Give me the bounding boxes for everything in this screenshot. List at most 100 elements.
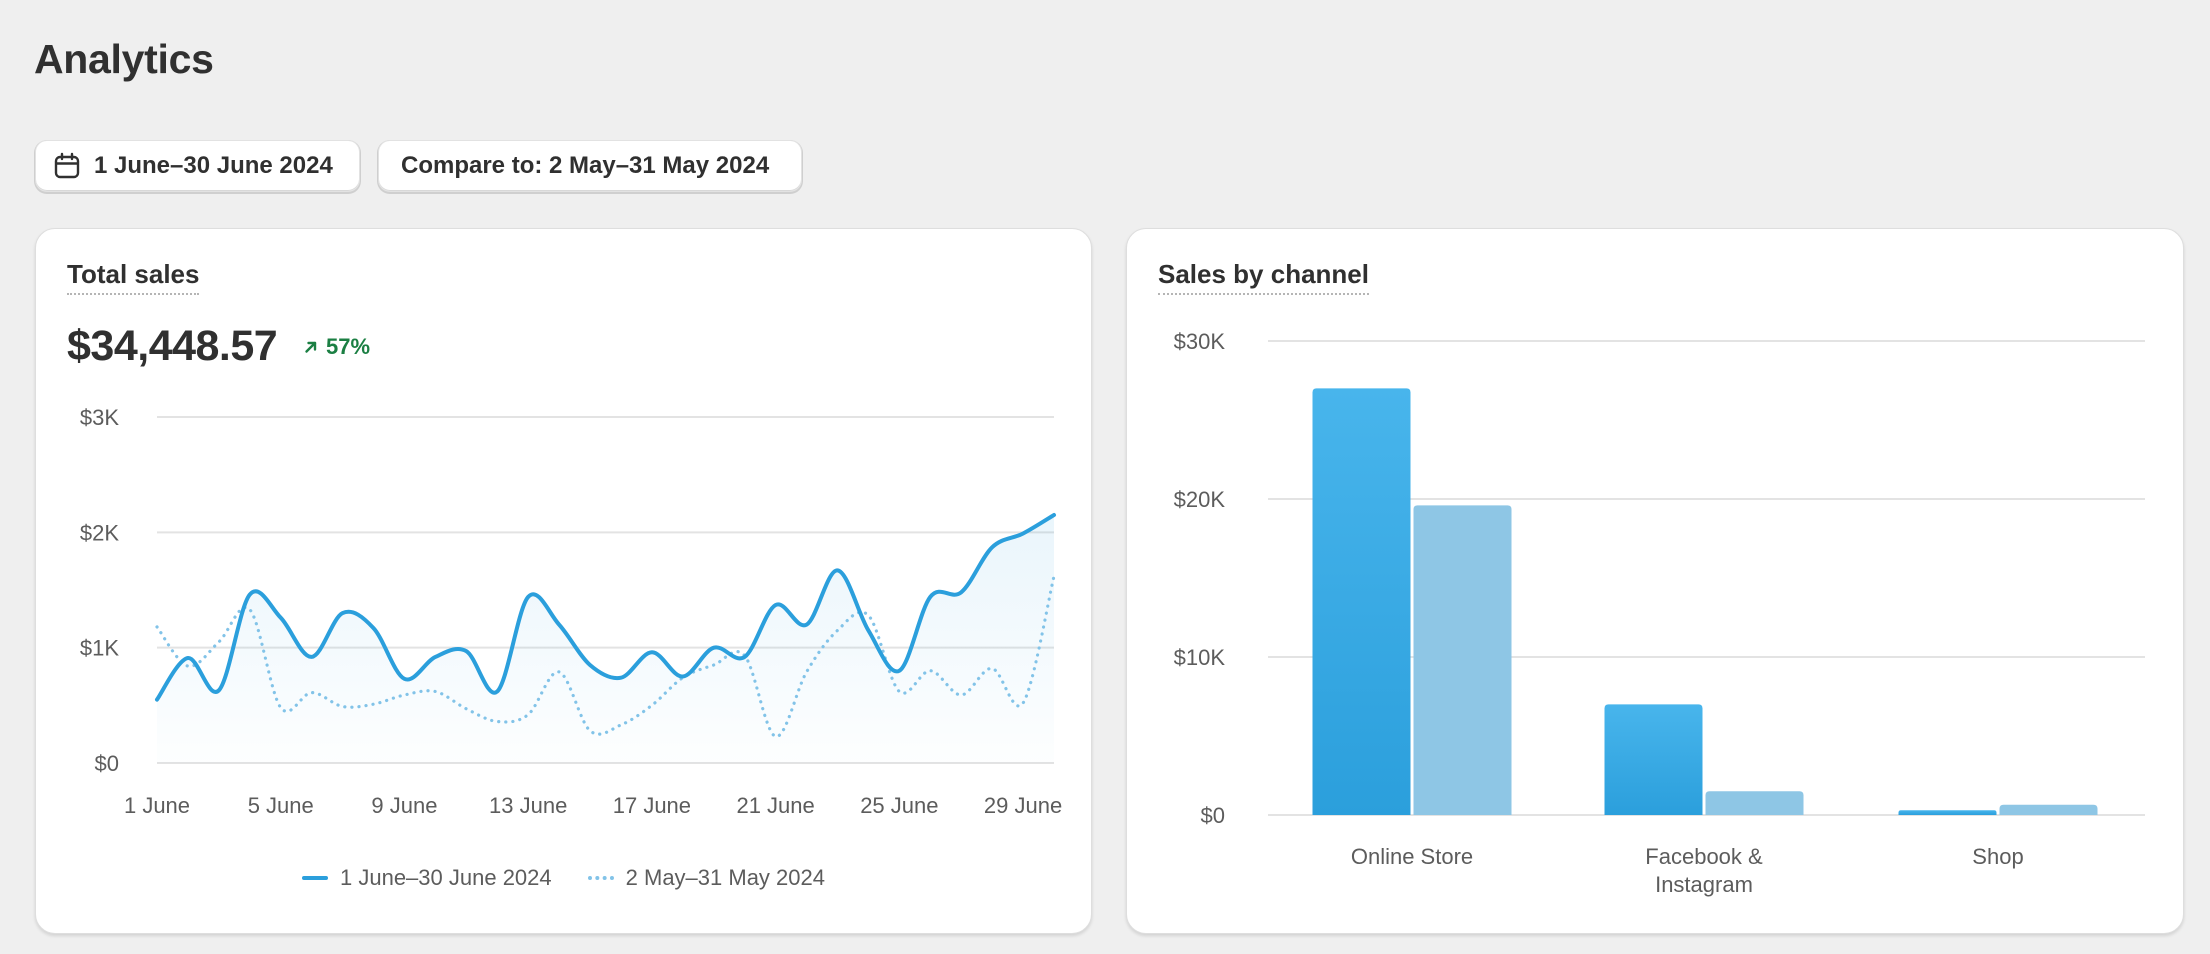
previous-period-point — [337, 700, 349, 712]
sales-by-channel-title[interactable]: Sales by channel — [1158, 259, 1369, 295]
current-period-point — [708, 642, 720, 654]
sales-change-indicator: 57% — [304, 334, 370, 360]
current-period-point — [306, 651, 318, 663]
sales-change-percent: 57% — [326, 334, 371, 359]
x-tick-label: 17 June — [613, 793, 691, 818]
current-series-area — [157, 515, 1054, 763]
x-tick-label: 13 June — [489, 793, 567, 818]
y-tick-label: $30K — [1174, 329, 1226, 354]
previous-period-point — [275, 702, 287, 714]
previous-period-point — [801, 666, 813, 678]
previous-period-point — [368, 698, 380, 710]
y-tick-label: $1K — [80, 636, 119, 661]
current-period-point — [646, 646, 658, 658]
x-tick-label: 5 June — [248, 793, 314, 818]
x-category-label: Instagram — [1655, 872, 1753, 897]
previous-period-point — [1048, 570, 1060, 582]
y-tick-label: $20K — [1174, 487, 1226, 512]
x-tick-label: 9 June — [371, 793, 437, 818]
previous-period-point — [151, 621, 163, 633]
bar-current-period — [1604, 704, 1703, 815]
legend-item-previous[interactable]: 2 May–31 May 2024 — [587, 865, 825, 891]
current-period-point — [862, 624, 874, 636]
previous-period-point — [986, 662, 998, 674]
bar-current-period — [1312, 388, 1411, 815]
previous-period-point — [182, 660, 194, 672]
legend-swatch-previous — [587, 876, 614, 880]
current-period-point — [924, 591, 936, 603]
bar-previous-period — [1999, 804, 2098, 815]
previous-period-point — [244, 604, 256, 616]
compare-period-button[interactable]: Compare to: 2 May–31 May 2024 — [378, 140, 802, 192]
previous-period-point — [924, 665, 936, 677]
bar-current-period — [1898, 810, 1997, 815]
total-sales-line-chart: $0 $1K $2K $3K 1 June 5 June 9 June 13 June 17 J… — [80, 405, 1062, 818]
current-period-point — [893, 665, 905, 677]
current-period-point — [368, 622, 380, 634]
current-period-point — [398, 673, 410, 685]
sales-by-channel-card: Sales by channel $0 $10K $20K $30K Online St… — [1126, 228, 2184, 934]
current-period-point — [429, 651, 441, 663]
y-tick-label: $2K — [80, 520, 119, 545]
current-period-point — [1048, 509, 1060, 521]
page-title: Analytics — [34, 36, 214, 82]
previous-period-point — [584, 725, 596, 737]
date-range-label: 1 June–30 June 2024 — [94, 152, 333, 179]
previous-period-point — [460, 703, 472, 715]
current-period-point — [801, 619, 813, 631]
previous-period-line — [155, 574, 1056, 739]
current-period-point — [584, 659, 596, 671]
current-period-point — [986, 541, 998, 553]
current-period-point — [553, 619, 565, 631]
previous-period-point — [708, 659, 720, 671]
bar-previous-period — [1705, 791, 1804, 815]
current-period-point — [244, 589, 256, 601]
date-range-picker-button[interactable]: 1 June–30 June 2024 — [35, 140, 360, 192]
compare-period-label: Compare to: 2 May–31 May 2024 — [401, 152, 770, 179]
total-sales-title[interactable]: Total sales — [67, 259, 200, 295]
y-tick-label: $10K — [1174, 645, 1226, 670]
x-tick-label: 21 June — [736, 793, 814, 818]
current-period-line — [155, 513, 1056, 702]
x-tick-label: 25 June — [860, 793, 938, 818]
legend-item-current[interactable]: 1 June–30 June 2024 — [302, 865, 552, 891]
current-period-point — [151, 694, 163, 706]
previous-period-point — [862, 609, 874, 621]
previous-period-point — [522, 709, 534, 721]
previous-period-point — [893, 685, 905, 697]
current-period-point — [1017, 527, 1029, 539]
legend-swatch-current — [302, 876, 328, 880]
previous-period-point — [770, 730, 782, 742]
current-period-point — [831, 564, 843, 576]
x-tick-label: 29 June — [984, 793, 1062, 818]
previous-period-point — [491, 715, 503, 727]
current-period-point — [770, 599, 782, 611]
previous-period-point — [615, 719, 627, 731]
calendar-icon — [52, 151, 82, 181]
legend-label-previous: 2 May–31 May 2024 — [625, 865, 825, 890]
previous-period-point — [831, 624, 843, 636]
previous-period-point — [213, 636, 225, 648]
x-tick-label: 1 June — [124, 793, 190, 818]
current-period-point — [337, 607, 349, 619]
x-category-label: Shop — [1972, 844, 2023, 869]
total-sales-value: $34,448.57 — [67, 322, 278, 370]
current-period-point — [615, 672, 627, 684]
previous-period-point — [398, 689, 410, 701]
line-chart-legend: 1 June–30 June 2024 2 May–31 May 2024 — [36, 865, 1091, 891]
previous-period-point — [1017, 697, 1029, 709]
previous-period-point — [739, 650, 751, 662]
y-tick-label: $0 — [1201, 803, 1225, 828]
x-category-label: Online Store — [1351, 844, 1473, 869]
y-tick-label: $3K — [80, 405, 119, 430]
current-period-point — [460, 645, 472, 657]
sales-by-channel-bar-chart: $0 $10K $20K $30K Online Store Facebook & Inst… — [1174, 329, 2145, 897]
previous-period-point — [677, 672, 689, 684]
previous-period-point — [646, 699, 658, 711]
current-period-point — [955, 586, 967, 598]
current-period-point — [491, 685, 503, 697]
previous-period-point — [955, 689, 967, 701]
total-sales-card: Total sales $34,448.57 57% $0 $1K $2K $3K 1 … — [35, 228, 1092, 934]
y-tick-label: $0 — [95, 751, 119, 776]
arrow-up-right-icon — [305, 341, 317, 353]
